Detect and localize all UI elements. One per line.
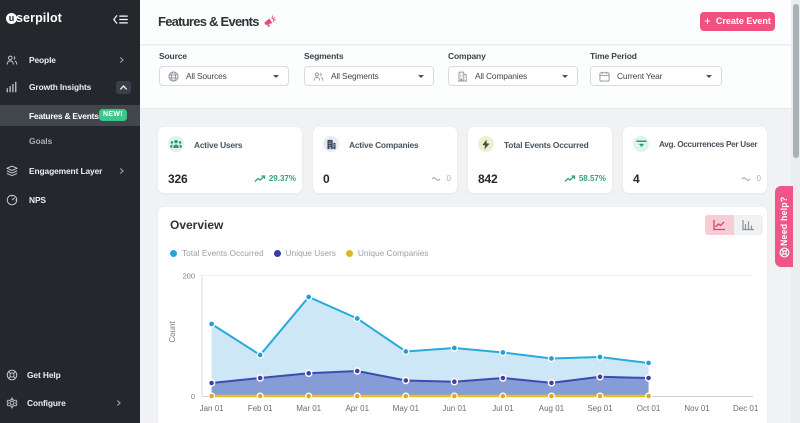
svg-text:Apr 01: Apr 01 — [345, 404, 369, 413]
svg-text:Aug 01: Aug 01 — [539, 404, 565, 413]
svg-text:Feb 01: Feb 01 — [248, 404, 273, 413]
svg-text:Oct 01: Oct 01 — [637, 404, 661, 413]
svg-text:200: 200 — [182, 271, 195, 280]
svg-text:Mar 01: Mar 01 — [296, 404, 321, 413]
svg-text:Dec 01: Dec 01 — [733, 404, 759, 413]
svg-text:0: 0 — [191, 392, 195, 401]
svg-text:Nov 01: Nov 01 — [684, 404, 710, 413]
svg-text:May 01: May 01 — [393, 404, 420, 413]
svg-text:Jul 01: Jul 01 — [492, 404, 514, 413]
svg-text:Sep 01: Sep 01 — [587, 404, 613, 413]
svg-text:Count: Count — [168, 321, 177, 343]
svg-text:Jan 01: Jan 01 — [200, 404, 225, 413]
svg-text:Jun 01: Jun 01 — [442, 404, 467, 413]
